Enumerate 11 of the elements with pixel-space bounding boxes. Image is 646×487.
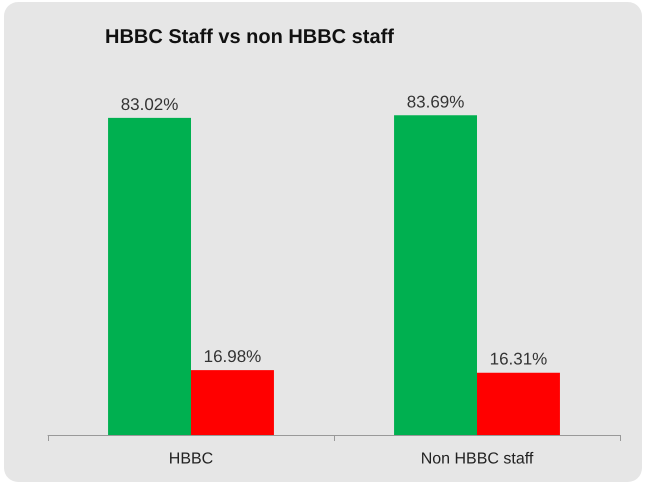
x-tick-label: HBBC — [168, 450, 214, 468]
bar — [477, 372, 560, 435]
bar — [108, 118, 191, 435]
data-label: 16.98% — [204, 347, 262, 366]
bar — [394, 115, 477, 435]
x-tick-label: Non HBBC staff — [420, 450, 534, 468]
bar — [191, 370, 274, 435]
chart-title: HBBC Staff vs non HBBC staff — [105, 26, 394, 48]
data-label: 16.31% — [490, 350, 548, 369]
data-label: 83.02% — [120, 94, 178, 114]
data-label: 83.69% — [406, 92, 464, 112]
